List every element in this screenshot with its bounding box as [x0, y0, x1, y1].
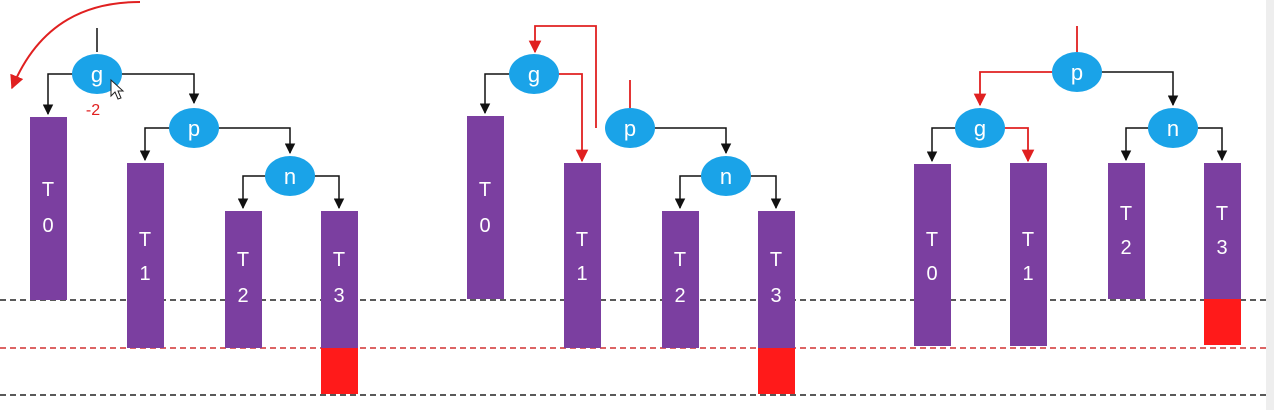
- subtree-t2-label-num: 2: [674, 285, 685, 307]
- subtree-t3-label-t: T: [333, 249, 345, 271]
- balance-factor: -2: [86, 102, 100, 119]
- edge-n-t2: [1120, 127, 1149, 162]
- subtree-t1-label-t: T: [1022, 229, 1034, 251]
- edge-p-n: [1101, 71, 1179, 107]
- edge-g-t0: [42, 73, 73, 116]
- edge-g-t1-highlight: [1004, 127, 1035, 163]
- node-p: [1052, 52, 1102, 92]
- rotate-arrow-icon: [10, 1, 141, 90]
- subtree-t3-label-num: 3: [1216, 237, 1227, 259]
- node-n-label: n: [1167, 116, 1179, 141]
- subtree-t0: [467, 116, 504, 299]
- subtree-t3-label-num: 3: [333, 285, 344, 307]
- subtree-t0: [30, 117, 67, 300]
- node-g: [955, 108, 1005, 148]
- node-n-label: n: [720, 164, 732, 189]
- node-g: [509, 54, 559, 94]
- right-edge-strip: [1266, 0, 1274, 410]
- edge-p-n: [654, 127, 732, 155]
- edge-p-g-highlight: [528, 25, 597, 128]
- edge-g-t0: [479, 73, 510, 115]
- subtree-t2: [1108, 163, 1145, 299]
- subtree-t2-label-t: T: [674, 249, 686, 271]
- overflow-block-t3: [758, 348, 795, 394]
- subtree-t0-label-t: T: [42, 179, 54, 201]
- node-p: [605, 108, 655, 148]
- subtree-t2-label-num: 2: [1120, 237, 1131, 259]
- subtree-t1-label-num: 1: [576, 263, 587, 285]
- edge-p-n: [218, 127, 296, 155]
- edge-n-t2: [674, 175, 702, 210]
- edge-g-t1-highlight: [558, 73, 589, 163]
- subtree-t0-label-num: 0: [42, 215, 53, 237]
- subtree-t0-label-t: T: [926, 229, 938, 251]
- overflow-block-t3: [1204, 299, 1241, 345]
- node-p-label: p: [188, 116, 200, 141]
- subtree-t2-label-t: T: [237, 249, 249, 271]
- diagram-1: T 0 T 1 T 2 T 3 g -2 p n: [30, 28, 358, 394]
- node-n: [265, 156, 315, 196]
- subtree-t3-label-num: 3: [770, 285, 781, 307]
- overflow-block-t3: [321, 348, 358, 394]
- subtree-t1-label-t: T: [576, 229, 588, 251]
- subtree-t0-label-t: T: [479, 179, 491, 201]
- node-g-label: g: [974, 116, 986, 141]
- edge-n-t3: [1197, 127, 1228, 162]
- edge-g-t0: [926, 127, 956, 163]
- subtree-t3: [1204, 163, 1241, 299]
- node-n: [1148, 108, 1198, 148]
- node-g-label: g: [91, 62, 103, 87]
- edge-n-t2: [237, 175, 266, 210]
- node-g-label: g: [528, 62, 540, 87]
- subtree-t3-label-t: T: [1216, 203, 1228, 225]
- subtree-t1: [564, 163, 601, 348]
- subtree-t3-label-t: T: [770, 249, 782, 271]
- subtree-t2: [225, 211, 262, 348]
- subtree-t2-label-t: T: [1120, 203, 1132, 225]
- edge-p-t1: [139, 127, 170, 162]
- edge-p-g-highlight: [973, 71, 1053, 107]
- node-p: [169, 108, 219, 148]
- diagram-3: T 0 T 1 T 2 T 3 p g n: [914, 26, 1241, 346]
- node-p-label: p: [1071, 60, 1083, 85]
- subtree-t3: [758, 211, 795, 348]
- edge-g-p: [122, 73, 200, 105]
- subtree-t0-label-num: 0: [479, 215, 490, 237]
- subtree-t3: [321, 211, 358, 348]
- mouse-cursor-icon: [110, 78, 125, 100]
- subtree-t0-label-num: 0: [926, 263, 937, 285]
- node-g: [72, 54, 122, 94]
- subtree-t0: [914, 164, 951, 346]
- edge-n-t3: [750, 175, 782, 210]
- subtree-t2: [662, 211, 699, 348]
- subtree-t1-label-t: T: [139, 229, 151, 251]
- subtree-t1-label-num: 1: [139, 263, 150, 285]
- subtree-t1: [127, 163, 164, 348]
- subtree-t1-label-num: 1: [1022, 263, 1033, 285]
- diagram-2: T 0 T 1 T 2 T 3 g p n: [467, 25, 795, 394]
- node-n-label: n: [284, 164, 296, 189]
- node-p-label: p: [624, 116, 636, 141]
- edge-n-t3: [314, 175, 345, 210]
- subtree-t1: [1010, 163, 1047, 346]
- subtree-t2-label-num: 2: [237, 285, 248, 307]
- node-n: [701, 156, 751, 196]
